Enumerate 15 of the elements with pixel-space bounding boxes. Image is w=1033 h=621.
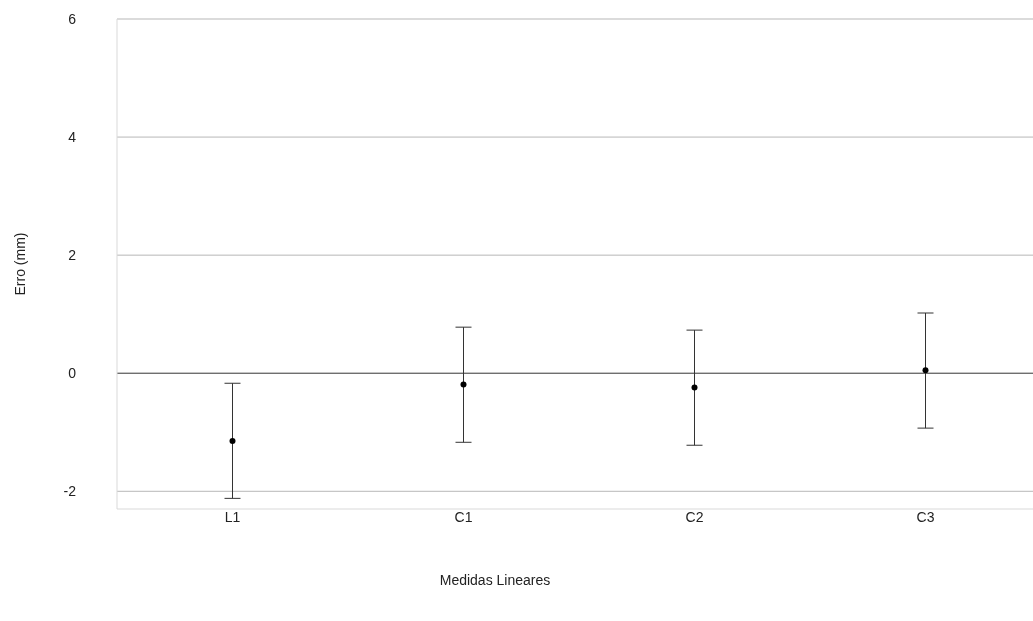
y-tick-label: 2 [68,247,77,264]
y-tick-label: 0 [68,365,77,382]
y-tick-label: -2 [63,483,77,500]
y-tick-label: 4 [68,128,77,145]
point [922,367,929,374]
x-tick-label: L1 [224,509,241,525]
point [229,438,236,445]
x-tick-label: C3 [916,509,935,525]
point [460,381,467,388]
x-axis-title: Medidas Lineares [439,572,551,588]
point [691,384,698,391]
y-axis-title: Erro (mm) [12,232,28,296]
y-tick-label: 6 [68,10,77,27]
x-tick-label: C2 [685,509,704,525]
x-tick-label: C1 [454,509,473,525]
